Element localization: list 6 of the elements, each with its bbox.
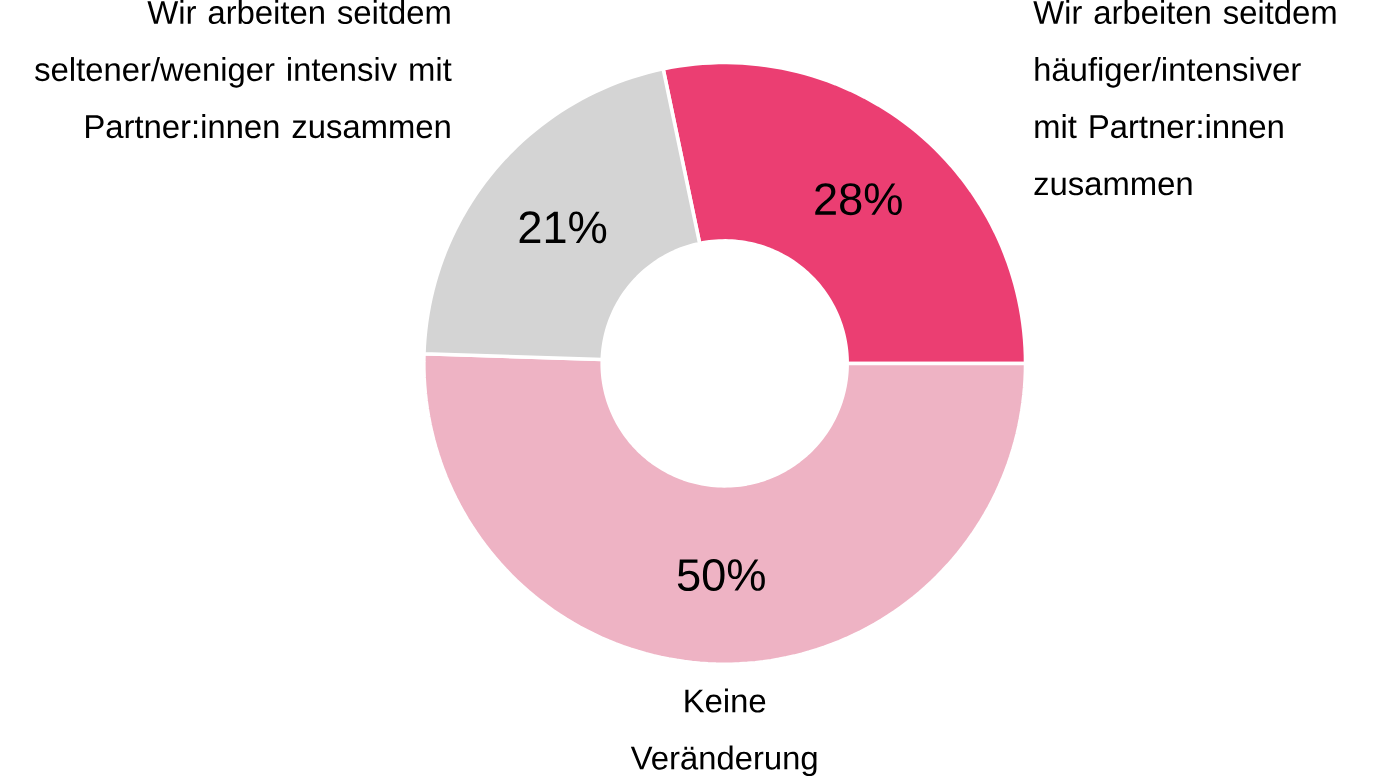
data-label: 28% [815,183,902,216]
data-label: 50% [677,558,765,591]
data-label: 21% [519,211,607,244]
slice-label: Wir arbeiten seitdem seltener/weniger intensiv mit Partner:innen zusammen [35,0,452,139]
slice-label: Keine Veränderung [630,688,817,776]
slice-label: Wir arbeiten seitdem häufiger/intensiver mit Partner:innen zusammen [1033,0,1336,196]
